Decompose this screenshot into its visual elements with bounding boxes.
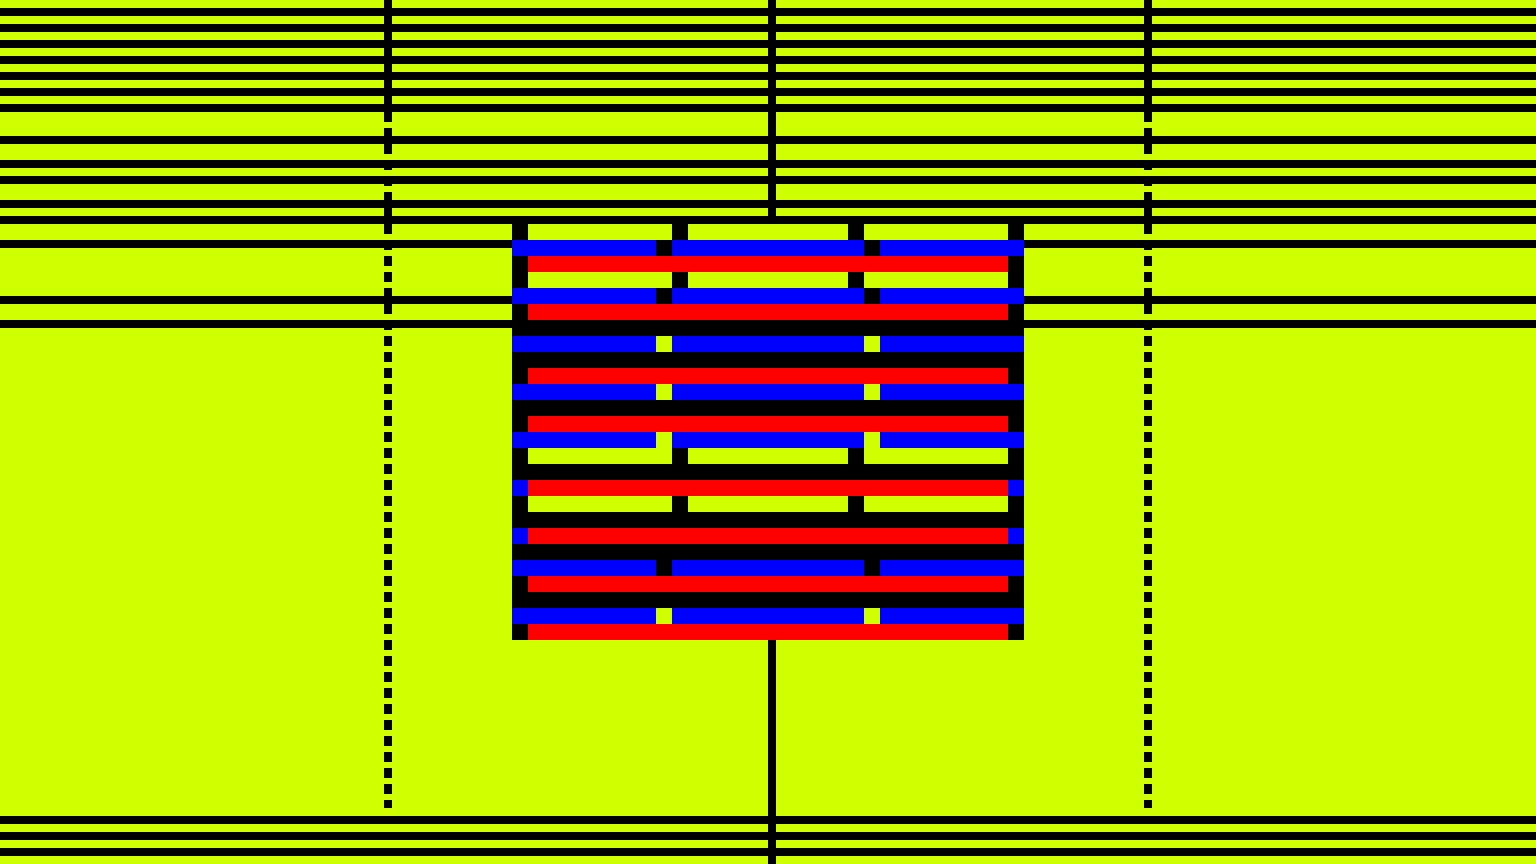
yellow-stripe xyxy=(528,448,672,464)
blue-stripe xyxy=(672,288,864,304)
blue-stripe xyxy=(880,384,1024,400)
blue-stripe xyxy=(1008,528,1024,544)
blue-stripe xyxy=(512,288,656,304)
red-stripe xyxy=(528,576,1008,592)
blue-stripe xyxy=(512,608,656,624)
central-striped-block xyxy=(512,224,1024,640)
red-stripe xyxy=(528,528,1008,544)
red-stripe xyxy=(528,256,1008,272)
yellow-stripe xyxy=(528,272,672,288)
center-vertical-line xyxy=(768,0,776,216)
yellow-stripe xyxy=(656,384,672,400)
yellow-stripe xyxy=(864,384,880,400)
center-vertical-line xyxy=(768,640,776,864)
yellow-stripe xyxy=(528,496,672,512)
yellow-stripe xyxy=(864,336,880,352)
yellow-stripe xyxy=(864,432,880,448)
red-stripe xyxy=(528,368,1008,384)
blue-stripe xyxy=(512,528,528,544)
left-dashed-line xyxy=(384,0,392,808)
blue-stripe xyxy=(512,384,656,400)
blue-stripe xyxy=(880,608,1024,624)
yellow-stripe xyxy=(688,496,848,512)
horizontal-stripe xyxy=(0,216,1536,224)
blue-stripe xyxy=(512,480,528,496)
blue-stripe xyxy=(672,240,864,256)
blue-stripe xyxy=(880,240,1024,256)
blue-stripe xyxy=(512,240,656,256)
blue-stripe xyxy=(672,432,864,448)
blue-stripe xyxy=(880,336,1024,352)
yellow-stripe xyxy=(864,224,1008,240)
red-stripe xyxy=(528,624,1008,640)
blue-stripe xyxy=(512,560,656,576)
blue-stripe xyxy=(880,432,1024,448)
yellow-stripe xyxy=(656,336,672,352)
yellow-stripe xyxy=(864,608,880,624)
yellow-stripe xyxy=(864,448,1008,464)
yellow-stripe xyxy=(656,608,672,624)
blue-stripe xyxy=(672,608,864,624)
yellow-stripe xyxy=(688,448,848,464)
red-stripe xyxy=(528,480,1008,496)
yellow-stripe xyxy=(688,224,848,240)
blue-stripe xyxy=(1008,480,1024,496)
blue-stripe xyxy=(672,560,864,576)
blue-stripe xyxy=(512,432,656,448)
blue-stripe xyxy=(512,336,656,352)
blue-stripe xyxy=(672,384,864,400)
blue-stripe xyxy=(880,288,1024,304)
red-stripe xyxy=(528,304,1008,320)
blue-stripe xyxy=(880,560,1024,576)
blue-stripe xyxy=(672,336,864,352)
yellow-stripe xyxy=(864,272,1008,288)
right-dashed-line xyxy=(1144,0,1152,808)
yellow-stripe xyxy=(864,496,1008,512)
yellow-stripe xyxy=(688,272,848,288)
yellow-stripe xyxy=(656,432,672,448)
red-stripe xyxy=(528,416,1008,432)
yellow-stripe xyxy=(528,224,672,240)
